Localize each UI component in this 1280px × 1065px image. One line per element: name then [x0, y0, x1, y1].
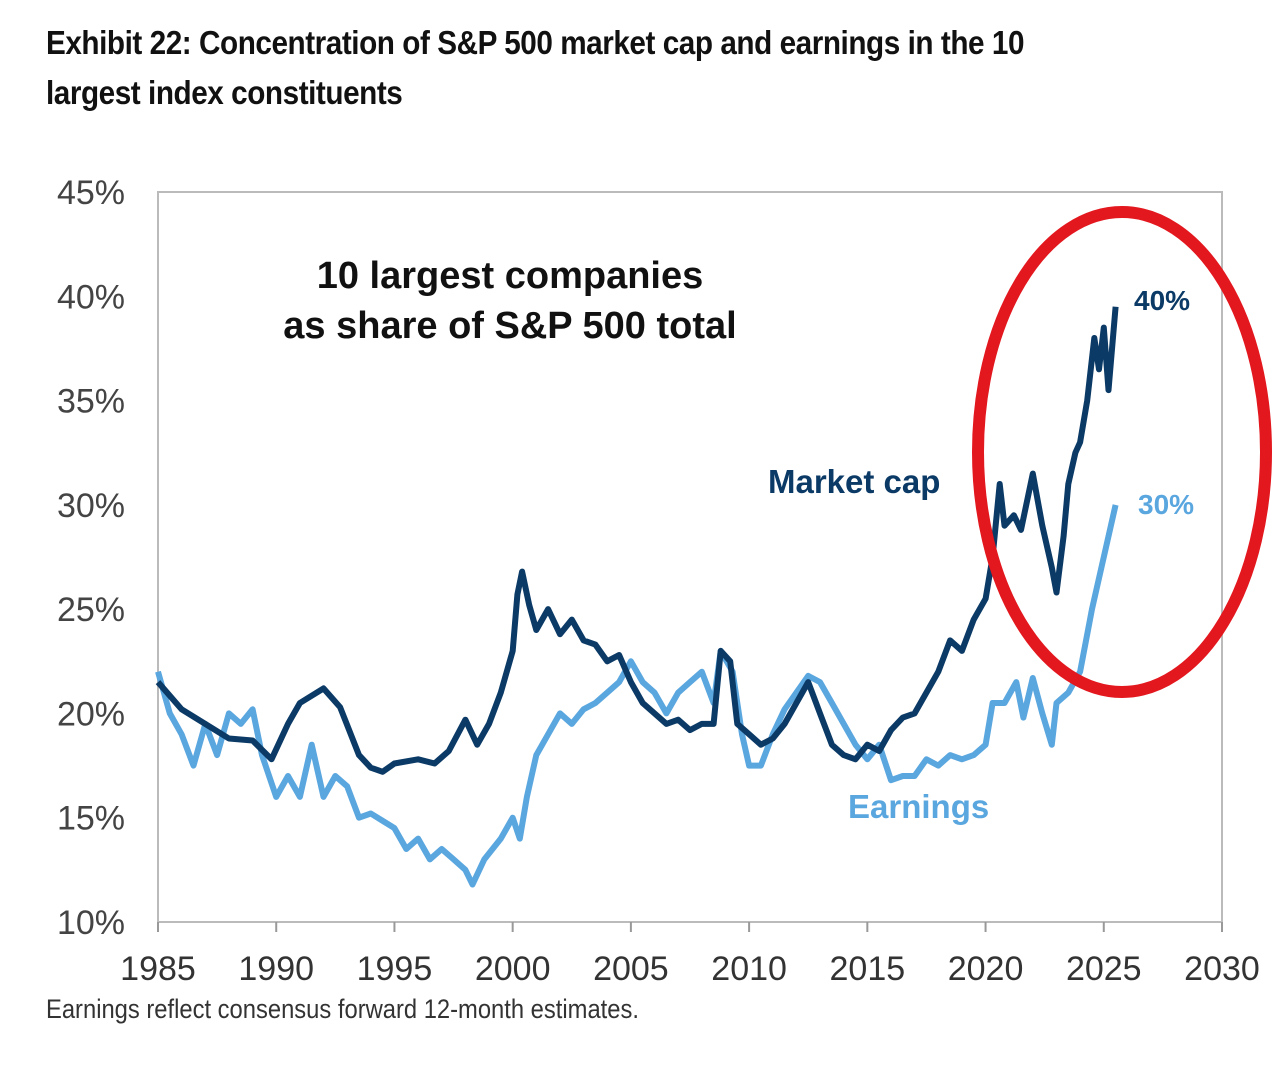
- y-tick-label: 30%: [57, 487, 125, 525]
- y-tick-label: 25%: [57, 591, 125, 629]
- y-tick-label: 45%: [57, 174, 125, 212]
- series-label-market-cap: Market cap: [768, 463, 940, 500]
- y-tick-label: 15%: [57, 800, 125, 838]
- annotation-line-2: as share of S&P 500 total: [283, 305, 736, 347]
- x-tick-label: 1985: [120, 950, 196, 988]
- x-tick-label: 2010: [711, 950, 787, 988]
- series-label-earnings: Earnings: [848, 788, 989, 825]
- y-tick-label: 35%: [57, 383, 125, 421]
- x-tick-label: 2005: [593, 950, 669, 988]
- series-line-earnings: [155, 504, 1119, 888]
- x-tick-label: 2025: [1066, 950, 1142, 988]
- x-tick-label: 2030: [1184, 950, 1260, 988]
- series-line-market-cap: [155, 306, 1119, 775]
- highlight-ellipse: [972, 206, 1272, 698]
- chart-title: Exhibit 22: Concentration of S&P 500 mar…: [46, 24, 1025, 111]
- y-tick-label: 40%: [57, 278, 125, 316]
- end-label-earnings: 30%: [1138, 489, 1194, 520]
- annotation-line-1: 10 largest companies: [317, 255, 704, 297]
- y-tick-label: 20%: [57, 695, 125, 733]
- x-tick-label: 2015: [830, 950, 906, 988]
- x-tick-label: 2000: [475, 950, 551, 988]
- y-tick-label: 10%: [57, 904, 125, 942]
- footnote: Earnings reflect consensus forward 12-mo…: [46, 994, 639, 1024]
- x-tick-label: 1995: [357, 950, 433, 988]
- x-tick-label: 1990: [238, 950, 314, 988]
- end-label-market-cap: 40%: [1134, 285, 1190, 316]
- plot-area-border: [157, 191, 1223, 923]
- x-tick-label: 2020: [948, 950, 1024, 988]
